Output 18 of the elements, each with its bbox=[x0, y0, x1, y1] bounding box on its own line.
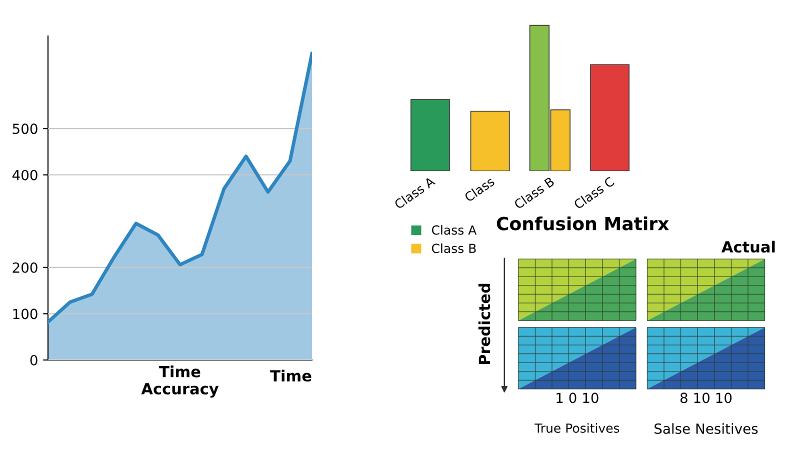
y-tick-label: 200 bbox=[12, 262, 38, 273]
text: Confusion Matirx bbox=[496, 216, 669, 230]
text: Time bbox=[270, 370, 312, 382]
text: Predicted bbox=[478, 284, 490, 364]
y-tick-label: 0 bbox=[30, 354, 38, 366]
text: True Positives bbox=[534, 423, 620, 433]
bar bbox=[590, 64, 630, 171]
text: Actual bbox=[721, 240, 775, 253]
y-tick-label: 100 bbox=[13, 308, 38, 320]
x-axis-title: Time Accuracy bbox=[141, 366, 219, 398]
text: Salse Nesitives bbox=[654, 423, 758, 434]
text: 8 10 10 bbox=[680, 392, 732, 404]
y-tick-label: 400 bbox=[12, 170, 38, 180]
y-tick-label: 500 bbox=[12, 124, 38, 134]
text: 1 0 10 bbox=[556, 392, 598, 404]
legend-label: Class A bbox=[432, 225, 477, 235]
bar bbox=[410, 99, 450, 171]
legend-label: Class B bbox=[432, 243, 476, 254]
